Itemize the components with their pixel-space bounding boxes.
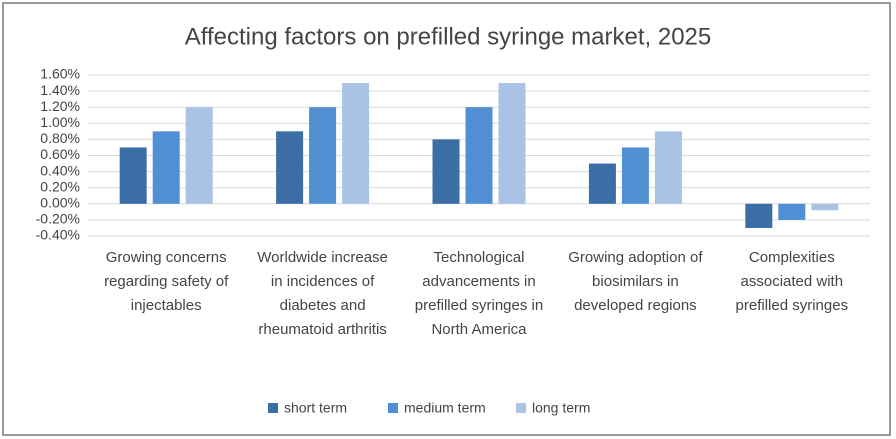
y-tick-label: 0.20% [40, 178, 80, 194]
legend-label: long term [532, 400, 590, 416]
y-tick-label: 1.00% [40, 114, 80, 130]
bar [185, 107, 213, 204]
bar [119, 147, 147, 204]
y-tick-label: -0.20% [36, 211, 80, 227]
y-tick-label: 1.40% [40, 82, 80, 98]
y-tick-label: 0.60% [40, 146, 80, 162]
bar [465, 107, 493, 204]
y-tick-label: 1.20% [40, 98, 80, 114]
bar [811, 203, 839, 211]
x-tick-label: Growing adoption of biosimilars in devel… [568, 249, 703, 314]
bar [152, 131, 180, 204]
y-tick-label: -0.40% [36, 227, 80, 243]
bar [498, 83, 526, 204]
y-tick-label: 1.60% [40, 66, 80, 82]
bar [745, 203, 773, 228]
y-tick-label: 0.00% [40, 195, 80, 211]
chart-title: Affecting factors on prefilled syringe m… [185, 23, 712, 50]
legend-swatch [516, 403, 526, 413]
x-tick-label: Technological advancements in prefilled … [414, 249, 544, 338]
bar [342, 83, 370, 204]
x-tick-label: Growing concerns regarding safety of inj… [104, 249, 229, 314]
legend-label: medium term [404, 400, 486, 416]
y-tick-label: 0.40% [40, 162, 80, 178]
bar [432, 139, 460, 204]
bar [276, 131, 304, 204]
x-tick-label: Worldwide increase in incidences of diab… [257, 249, 388, 338]
bar [621, 147, 649, 204]
y-tick-label: 0.80% [40, 130, 80, 146]
legend-swatch [388, 403, 398, 413]
legend-label: short term [284, 400, 347, 416]
x-tick-label: Complexities associated with prefilled s… [735, 249, 849, 314]
legend-swatch [268, 403, 278, 413]
bar [778, 203, 806, 220]
bar [654, 131, 682, 204]
bar [588, 163, 616, 204]
bar [309, 107, 337, 204]
